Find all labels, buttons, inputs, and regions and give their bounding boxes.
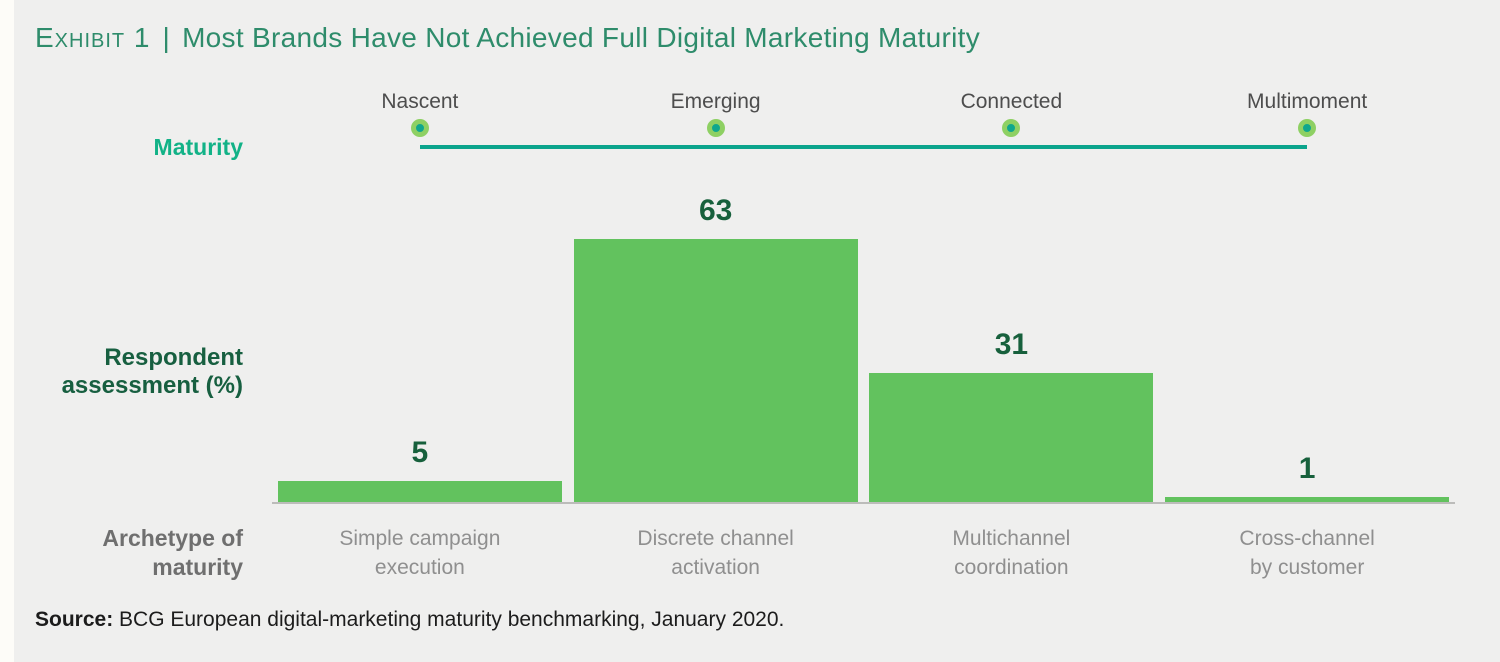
stage-dot-icon [410, 119, 429, 137]
source-note: Source: BCG European digital-marketing m… [35, 608, 784, 632]
bar [869, 373, 1154, 502]
category-label: Cross-channel by customer [1239, 527, 1375, 579]
y-axis-label: Respondent assessment (%) [61, 344, 243, 399]
title-text: Most Brands Have Not Achieved Full Digit… [182, 22, 981, 53]
maturity-timeline: Nascent Emerging Connected Multimoment [272, 90, 1455, 166]
bar [1165, 497, 1450, 502]
stage-dot-icon [706, 119, 725, 137]
maturity-stage-emerging: Emerging [568, 90, 864, 137]
category-label: Discrete channel activation [637, 527, 794, 579]
page-margin-strip [0, 0, 14, 662]
maturity-stage-multimoment: Multimoment [1159, 90, 1455, 137]
stage-dot-icon [1002, 119, 1021, 137]
stage-label: Emerging [670, 90, 761, 113]
bar-value-label: 63 [698, 194, 733, 227]
x-axis-label: Archetype of maturity [102, 525, 243, 580]
maturity-stage-nascent: Nascent [272, 90, 568, 137]
bar-column: 1 [1159, 190, 1455, 502]
bar-column: 5 [272, 190, 568, 502]
maturity-row-label: Maturity [153, 134, 243, 160]
title-divider: | [162, 22, 171, 53]
maturity-stage-connected: Connected [864, 90, 1160, 137]
source-prefix: Source: [35, 608, 114, 631]
bar-value-label: 1 [1298, 452, 1316, 485]
timeline-connector-line [419, 145, 1308, 149]
x-axis-baseline [272, 502, 1455, 504]
category-label: Simple campaign execution [339, 527, 501, 579]
bar-column: 31 [864, 190, 1160, 502]
bar [573, 239, 858, 502]
bar-chart: 5 63 31 1 [272, 190, 1455, 502]
bar-value-label: 5 [411, 436, 429, 469]
category-labels-row: Simple campaign execution Discrete channel… [272, 524, 1455, 582]
stage-label: Multimoment [1247, 90, 1368, 113]
page-title: Exhibit 1 | Most Brands Have Not Achieved … [35, 22, 980, 54]
exhibit-number-label: Exhibit 1 [35, 22, 151, 53]
bar-value-label: 31 [994, 328, 1029, 361]
stage-dot-icon [1298, 119, 1317, 137]
stage-label: Nascent [381, 90, 459, 113]
stage-label: Connected [960, 90, 1063, 113]
bar-column: 63 [568, 190, 864, 502]
category-label: Multichannel coordination [952, 527, 1071, 579]
source-text: BCG European digital-marketing maturity … [119, 608, 785, 631]
bar [277, 481, 562, 502]
